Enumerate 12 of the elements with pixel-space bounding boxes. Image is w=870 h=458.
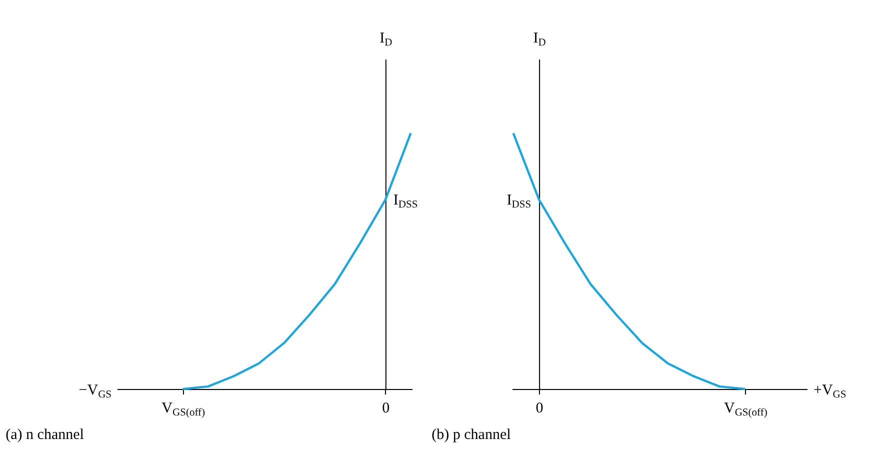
x-axis-title: −V$_{GS}$: [78, 382, 112, 400]
annotation: I$_{DSS}$: [506, 192, 532, 210]
x-tick-label: V$_{GS(off)}$: [724, 400, 768, 418]
text: (b) p channel: [432, 427, 511, 443]
x-tick-label: V$_{GS(off)}$: [162, 400, 206, 418]
y-axis-title: I$_{D}$: [533, 30, 546, 48]
x-tick-label: 0: [382, 400, 390, 416]
annotation: I$_{DSS}$: [393, 192, 418, 210]
x-tick-label: 0: [536, 400, 544, 416]
x-axis-title: +V$_{GS}$: [814, 382, 846, 400]
text: (a) n channel: [6, 427, 84, 443]
y-axis-title: I$_{D}$: [380, 30, 393, 48]
